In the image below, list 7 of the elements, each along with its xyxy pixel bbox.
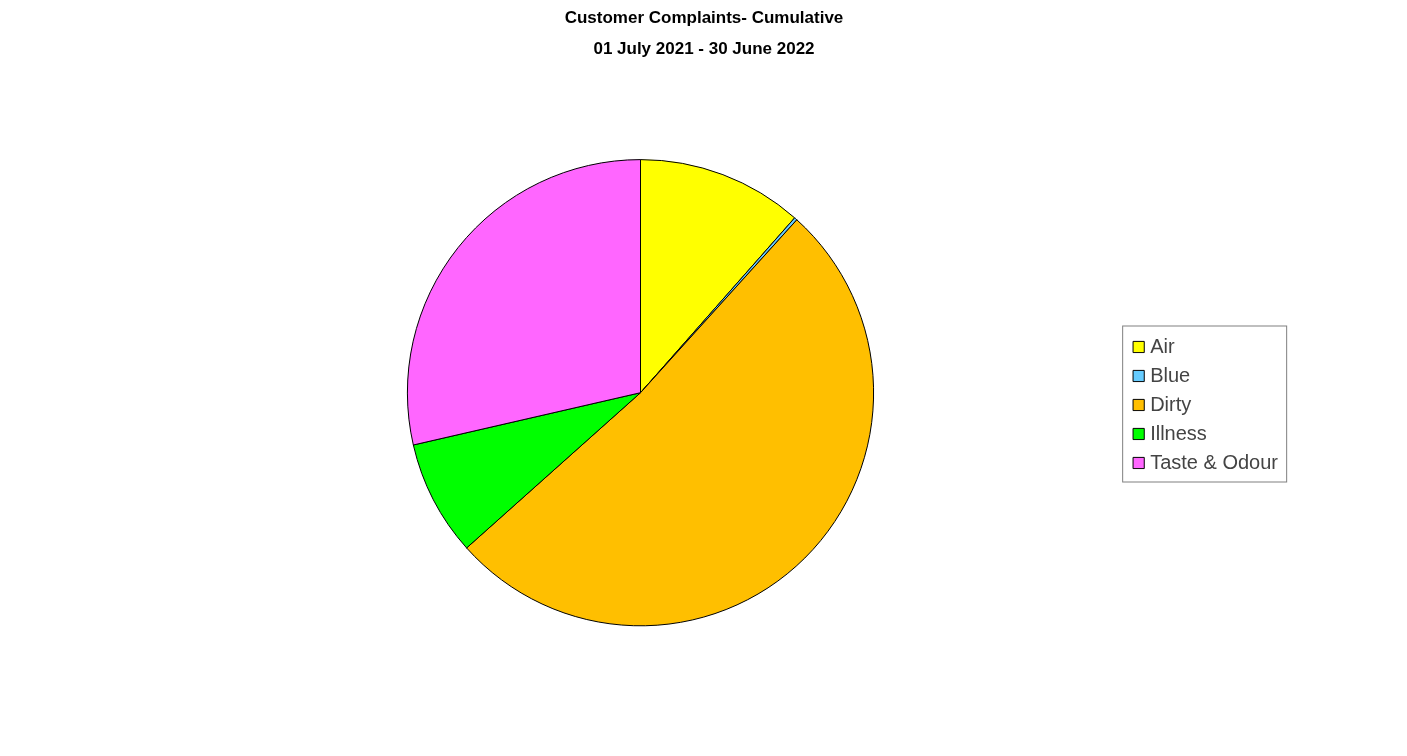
legend-label: Blue xyxy=(1150,363,1191,387)
chart-title: Customer Complaints- Cumulative xyxy=(564,7,844,27)
legend-label: Air xyxy=(1150,334,1175,358)
legend-label: Illness xyxy=(1150,421,1207,445)
legend-label: Dirty xyxy=(1150,392,1192,416)
legend-label: Taste & Odour xyxy=(1150,450,1278,474)
chart-subtitle: 01 July 2021 - 30 June 2022 xyxy=(593,38,815,58)
